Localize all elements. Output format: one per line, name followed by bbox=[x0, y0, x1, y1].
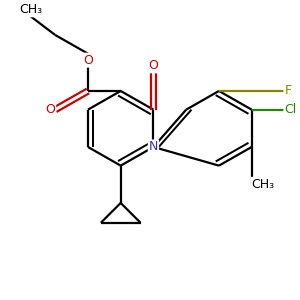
Text: F: F bbox=[284, 85, 292, 98]
Text: CH₃: CH₃ bbox=[19, 3, 42, 16]
Text: O: O bbox=[83, 54, 93, 67]
Text: O: O bbox=[45, 103, 55, 116]
Text: CH₃: CH₃ bbox=[252, 178, 275, 191]
Text: Cl: Cl bbox=[284, 103, 297, 116]
Text: N: N bbox=[149, 140, 158, 154]
Text: O: O bbox=[148, 59, 158, 72]
